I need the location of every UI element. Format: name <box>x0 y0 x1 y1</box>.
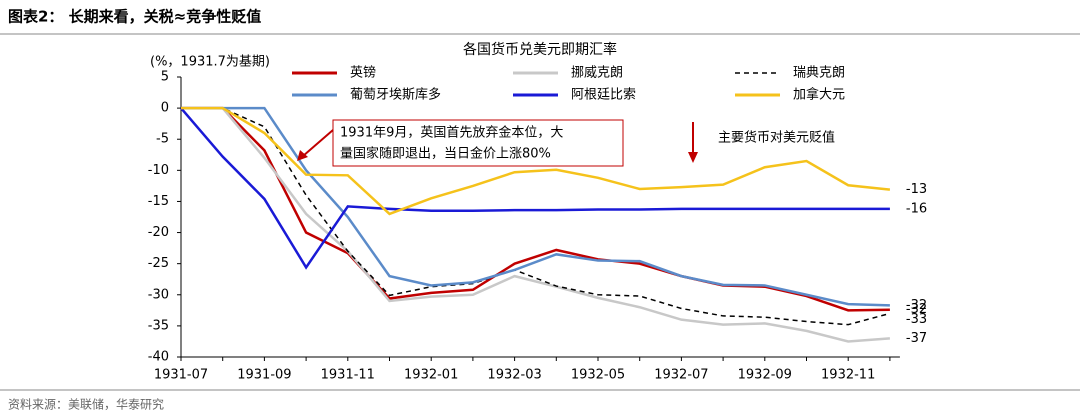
y-tick-label: -15 <box>148 194 169 209</box>
y-tick-label: -25 <box>148 256 169 271</box>
page-title: 图表2： 长期来看，关税≈竞争性贬值 <box>8 8 261 26</box>
y-tick-label: -35 <box>148 318 169 333</box>
y-tick-label: -30 <box>148 287 169 302</box>
source: 资料来源：美联储，华泰研究 <box>8 397 164 412</box>
legend-label: 英镑 <box>350 65 376 81</box>
value-label: -32 <box>906 302 927 317</box>
series-line <box>181 106 891 216</box>
legend-label: 阿根廷比索 <box>571 88 636 103</box>
value-label: -32 <box>906 298 927 313</box>
y-tick-label: -20 <box>148 225 169 240</box>
x-tick-label: 1932-07 <box>654 368 708 383</box>
x-tick-label: 1932-01 <box>404 368 458 383</box>
value-label: -16 <box>906 201 927 216</box>
legend-label: 挪威克朗 <box>571 66 623 81</box>
y-tick-label: -5 <box>156 132 169 147</box>
series-line <box>180 107 890 270</box>
value-label: -37 <box>906 331 927 346</box>
annotation-text: 量国家随即退出，当日金价上涨80% <box>340 146 551 162</box>
legend-label: 加拿大元 <box>793 87 845 103</box>
legend-label: 葡萄牙埃斯库多 <box>350 87 441 103</box>
series-line <box>181 107 891 326</box>
y-axis-label: (%，1931.7为基期) <box>150 55 270 70</box>
x-tick-label: 1931-07 <box>154 368 208 383</box>
chart-title: 各国货币兑美元即期汇率 <box>463 41 617 58</box>
x-tick-label: 1931-11 <box>321 368 375 383</box>
legend-label: 瑞典克朗 <box>793 66 845 81</box>
y-tick-label: -40 <box>148 350 169 365</box>
annotation-box <box>332 119 624 167</box>
x-tick-label: 1932-11 <box>821 368 875 383</box>
annotation-arrowhead <box>297 150 308 161</box>
x-tick-label: 1932-09 <box>738 368 792 383</box>
y-tick-label: -10 <box>148 163 169 178</box>
x-tick-label: 1932-05 <box>571 368 625 383</box>
value-label: -33 <box>906 312 927 327</box>
x-tick-label: 1932-03 <box>487 368 541 383</box>
annotation-arrowhead <box>688 152 698 163</box>
annotation-arrow <box>302 129 334 157</box>
annotation-text: 1931年9月，英国首先放弃金本位，大 <box>340 125 563 141</box>
y-tick-label: 0 <box>161 101 169 116</box>
annotation-text: 主要货币对美元贬值 <box>718 130 835 146</box>
series-line <box>181 106 890 343</box>
value-label: -13 <box>906 182 927 197</box>
y-tick-label: 5 <box>161 70 169 85</box>
x-tick-label: 1931-09 <box>237 368 291 383</box>
